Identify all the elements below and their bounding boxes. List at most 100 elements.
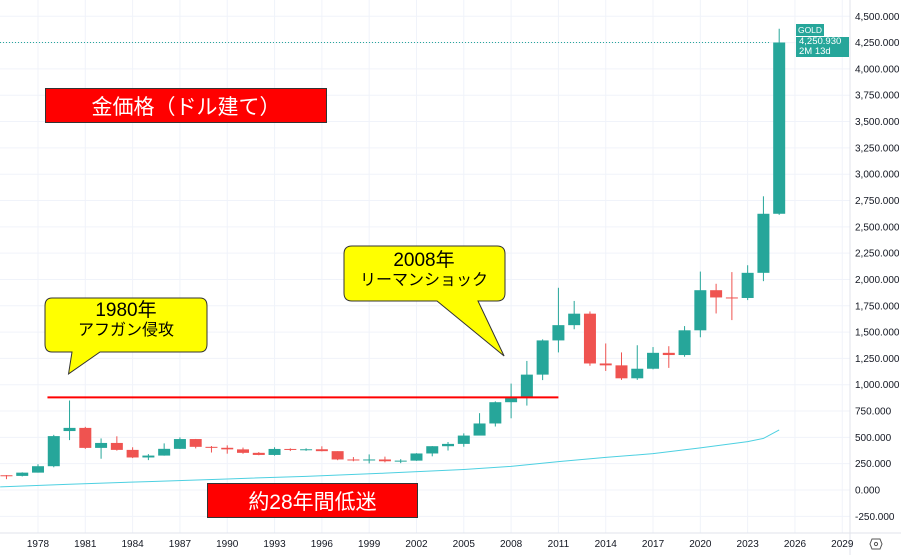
candle-body: [110, 442, 123, 450]
candle-body: [520, 374, 533, 397]
candle-body: [315, 449, 328, 452]
candle-body: [205, 446, 218, 448]
y-tick-label: 3,500.000: [855, 117, 900, 128]
y-tick-label: 1,500.000: [855, 328, 900, 339]
candle-body: [221, 447, 234, 450]
callout-2008-text: 2008年 リーマンショック: [344, 250, 504, 290]
x-tick-label: 2008: [500, 539, 523, 550]
candle-body: [678, 330, 691, 356]
x-tick-label: 2020: [689, 539, 712, 550]
gear-icon-shape: [869, 538, 883, 550]
candle-body: [473, 423, 486, 436]
x-tick-label: 2026: [784, 539, 807, 550]
y-tick-label: -250.000: [855, 512, 895, 523]
x-tick-label: 1990: [216, 539, 239, 550]
candle-body: [0, 475, 13, 477]
callout-1980-year: 1980年: [95, 300, 157, 321]
candle-body: [757, 213, 770, 273]
y-tick-label: 3,000.000: [855, 170, 900, 181]
candle-body: [426, 446, 439, 454]
candle-body: [331, 451, 344, 460]
candle-body: [615, 365, 628, 379]
x-tick-label: 1978: [27, 539, 50, 550]
candle-body: [505, 396, 518, 403]
callout-2008-bubble: [343, 245, 506, 357]
x-tick-label: 2011: [548, 539, 570, 550]
candle-body: [237, 449, 250, 453]
candle-body: [284, 448, 297, 450]
callout-2008-year: 2008年: [393, 250, 455, 271]
candle-body: [189, 439, 202, 447]
y-tick-label: 1,750.000: [855, 301, 900, 312]
title-annotation: 金価格（ドル建て）: [45, 88, 327, 123]
candle-body: [647, 352, 660, 369]
y-tick-label: 0.000: [855, 486, 880, 497]
y-tick-label: 1,250.000: [855, 354, 900, 365]
x-tick-label: 1996: [311, 539, 334, 550]
candle-body: [300, 449, 313, 451]
y-tick-label: 3,750.000: [855, 91, 900, 102]
candle-body: [347, 459, 360, 461]
y-tick-label: 750.000: [855, 407, 892, 418]
last-price: 4,250.930: [799, 36, 842, 47]
candle-body: [63, 427, 76, 432]
y-tick-label: 4,000.000: [855, 64, 900, 75]
x-tick-label: 2029: [831, 539, 854, 550]
moving-average-line: [0, 429, 780, 488]
y-tick-label: 2,500.000: [855, 222, 900, 233]
candle-body: [552, 325, 565, 341]
candle-body: [773, 42, 786, 214]
candle-body: [95, 442, 108, 448]
y-tick-label: 2,000.000: [855, 275, 900, 286]
y-tick-label: 500.000: [855, 433, 892, 444]
y-tick-label: 2,750.000: [855, 196, 900, 207]
candle-body: [442, 443, 455, 447]
gear-icon[interactable]: [869, 538, 883, 550]
candle-body: [79, 427, 92, 448]
callout-1980-bubble: [44, 297, 208, 376]
x-tick-label: 1984: [121, 539, 144, 550]
candle-body: [489, 402, 502, 424]
candle-body: [662, 352, 675, 356]
x-tick-label: 2014: [595, 539, 618, 550]
candle-body: [252, 452, 265, 455]
y-tick-label: 3,250.000: [855, 143, 900, 154]
candle-body: [363, 459, 376, 461]
candle-body: [599, 363, 612, 366]
y-tick-label: 4,250.000: [855, 38, 900, 49]
candle-body: [32, 466, 44, 473]
candle-body: [16, 472, 29, 476]
y-tick-label: 2,250.000: [855, 249, 900, 260]
candle-body: [536, 340, 549, 375]
x-tick-label: 1987: [169, 539, 192, 550]
x-tick-label: 2017: [642, 539, 665, 550]
x-tick-label: 2023: [737, 539, 760, 550]
candle-body: [268, 448, 281, 455]
candle-body: [741, 272, 754, 298]
callout-1980-event: アフガン侵攻: [77, 321, 174, 339]
countdown: 2M 13d: [799, 46, 831, 57]
x-tick-label: 1993: [263, 539, 286, 550]
callout-2008-event: リーマンショック: [359, 271, 488, 289]
callout-1980-text: 1980年 アフガン侵攻: [46, 300, 206, 340]
candle-body: [158, 448, 171, 456]
last-price-tag: 4,250.930 2M 13d: [796, 37, 849, 57]
candle-body: [394, 460, 407, 462]
x-tick-label: 1999: [358, 539, 381, 550]
x-tick-label: 2005: [453, 539, 476, 550]
candle-body: [631, 368, 644, 379]
x-tick-label: 2002: [405, 539, 428, 550]
candle-body: [47, 436, 60, 467]
candle-body: [694, 290, 707, 331]
candle-body: [378, 459, 391, 462]
y-tick-label: 4,500.000: [855, 12, 900, 23]
candle-body: [142, 455, 155, 458]
y-tick-label: 250.000: [855, 459, 892, 470]
stagnation-annotation: 約28年間低迷: [207, 483, 418, 518]
gear-icon-center: [873, 541, 879, 547]
candle-body: [583, 313, 596, 364]
candle-body: [710, 290, 723, 298]
candle-body: [126, 449, 139, 458]
candle-body: [173, 439, 186, 449]
